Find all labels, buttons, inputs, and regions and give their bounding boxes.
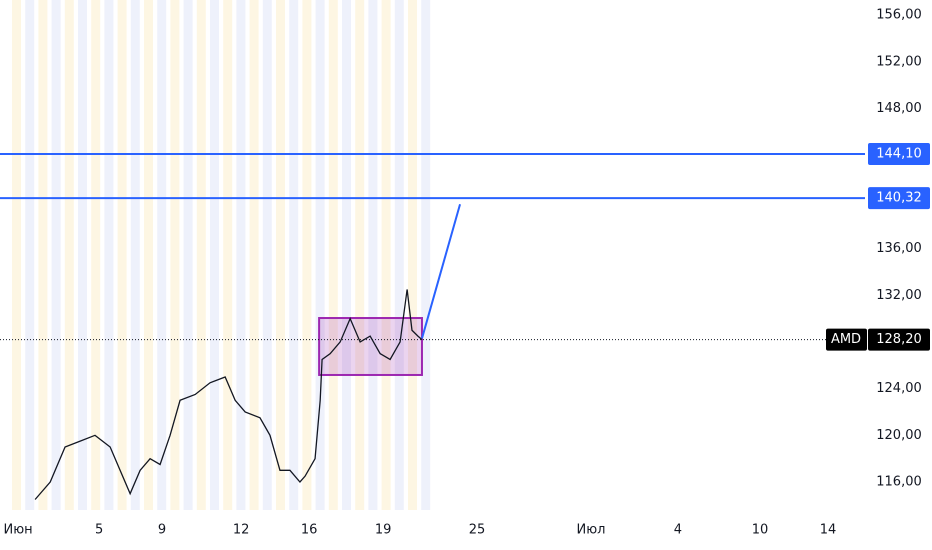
stripe [210,0,219,510]
symbol-label: AMD [831,332,861,347]
stripe [78,0,87,510]
range-box [318,317,423,376]
y-tick-label: 136,00 [876,241,922,256]
x-tick-label: 4 [674,523,682,538]
level-label: 144,10 [876,147,922,162]
x-tick-label: 25 [469,523,486,538]
x-tick-label: Июн [4,523,33,538]
y-tick-label: 116,00 [876,474,922,489]
x-tick-label: 19 [375,523,392,538]
stripe [196,0,206,510]
stripe [342,0,351,510]
stripe [394,0,404,510]
stripe [315,0,325,510]
x-tick-label: Июл [576,523,605,538]
y-tick-label: 148,00 [876,101,922,116]
x-tick-label: 12 [233,523,250,538]
stripe [249,0,259,510]
stripe [25,0,35,510]
y-tick-label: 152,00 [876,54,922,69]
y-tick-label: 132,00 [876,288,922,303]
y-tick-label: 120,00 [876,428,922,443]
stripe [302,0,312,510]
stripe [170,0,180,510]
x-tick-label: 14 [820,523,837,538]
last-price-bg [868,328,930,351]
symbol-bg [826,328,867,351]
stripe [223,0,233,510]
x-tick-label: 5 [95,523,103,538]
last-price-label: 128,20 [876,332,922,347]
stripe [157,0,167,510]
stripe [91,0,101,510]
stripe [51,0,61,510]
stripe [183,0,193,510]
price-line [34,289,423,500]
stripe [38,0,48,510]
y-tick-label: 156,00 [876,8,922,23]
y-tick-label: 124,00 [876,381,922,396]
stripe [236,0,246,510]
x-tick-label: 9 [158,523,166,538]
stripe [276,0,285,510]
stripe [12,0,21,510]
session-stripes [12,0,431,510]
stripe [262,0,272,510]
stripe [408,0,417,510]
stripe [355,0,365,510]
level-label-bg [868,143,930,166]
stripe [328,0,338,510]
stripe [381,0,391,510]
stripe [368,0,378,510]
stripe [104,0,114,510]
x-tick-label: 16 [301,523,318,538]
stripe [421,0,431,510]
stripe [130,0,140,510]
x-tick-label: 10 [752,523,769,538]
stripe [144,0,153,510]
level-label: 140,32 [876,191,922,206]
stripe [64,0,74,510]
stripe [289,0,299,510]
level-label-bg [868,187,930,210]
stripe [117,0,127,510]
trend-line [421,203,461,339]
